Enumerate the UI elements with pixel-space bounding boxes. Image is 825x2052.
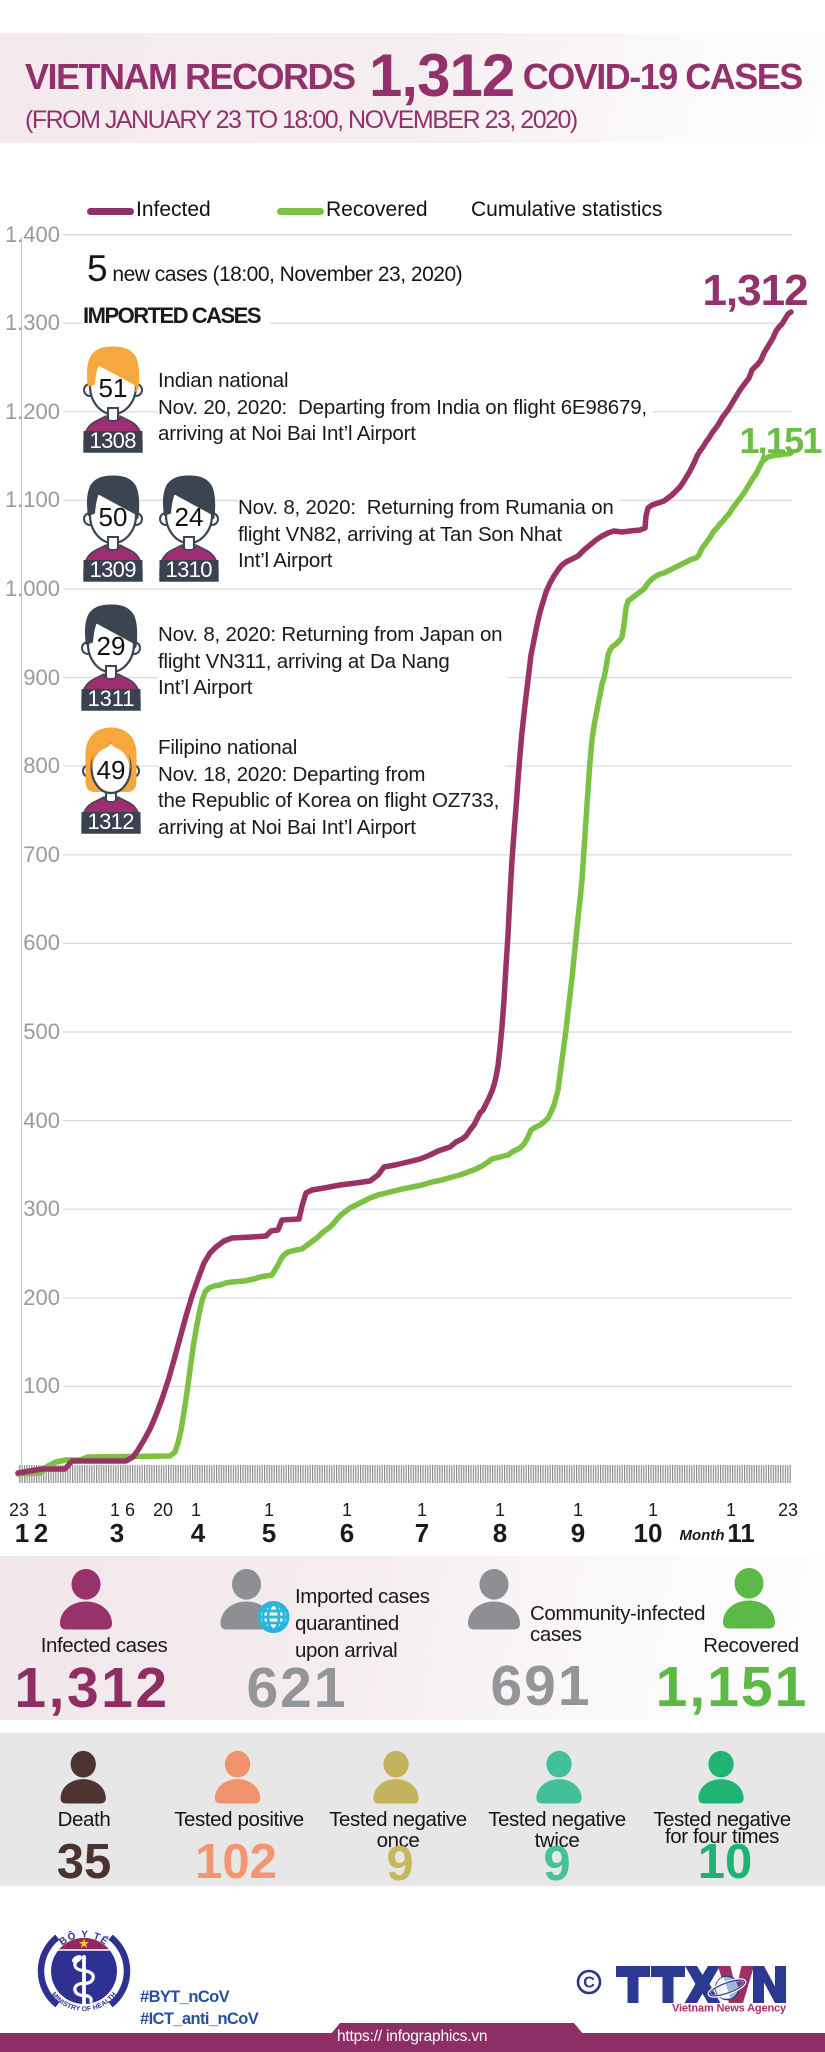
svg-text:49: 49 bbox=[97, 755, 126, 785]
svg-text:Vietnam News Agency: Vietnam News Agency bbox=[672, 2003, 787, 2015]
svg-text:800: 800 bbox=[23, 753, 60, 778]
svg-text:621: 621 bbox=[246, 1656, 347, 1720]
svg-text:1: 1 bbox=[648, 1500, 658, 1520]
svg-text:quarantined: quarantined bbox=[295, 1612, 399, 1635]
svg-text:once: once bbox=[377, 1829, 420, 1852]
svg-text:1,312: 1,312 bbox=[702, 266, 807, 315]
svg-text:1,312: 1,312 bbox=[14, 1656, 169, 1720]
svg-text:1: 1 bbox=[726, 1500, 736, 1520]
svg-text:23: 23 bbox=[9, 1500, 29, 1520]
svg-text:1309: 1309 bbox=[90, 557, 137, 582]
svg-text:Death: Death bbox=[58, 1808, 111, 1831]
svg-text:1.300: 1.300 bbox=[5, 310, 60, 335]
svg-text:1: 1 bbox=[37, 1500, 47, 1520]
svg-text:1310: 1310 bbox=[166, 557, 213, 582]
svg-text:1.400: 1.400 bbox=[5, 222, 60, 247]
svg-text:23: 23 bbox=[778, 1500, 798, 1520]
svg-text:20: 20 bbox=[153, 1500, 173, 1520]
svg-text:Community-infected: Community-infected bbox=[530, 1602, 705, 1625]
svg-text:8: 8 bbox=[493, 1518, 507, 1548]
svg-text:Tested negative: Tested negative bbox=[653, 1808, 791, 1831]
svg-text:1: 1 bbox=[110, 1500, 120, 1520]
svg-text:5: 5 bbox=[262, 1518, 276, 1548]
svg-text:1.200: 1.200 bbox=[5, 399, 60, 424]
svg-text:6: 6 bbox=[125, 1500, 135, 1520]
svg-text:1,151: 1,151 bbox=[656, 1655, 809, 1719]
svg-text:700: 700 bbox=[23, 842, 60, 867]
svg-text:900: 900 bbox=[23, 665, 60, 690]
svg-text:1: 1 bbox=[495, 1500, 505, 1520]
svg-text:9: 9 bbox=[543, 1837, 570, 1891]
svg-text:400: 400 bbox=[23, 1108, 60, 1133]
svg-text:cases: cases bbox=[530, 1623, 582, 1646]
svg-text:6: 6 bbox=[340, 1518, 354, 1548]
svg-text:C: C bbox=[583, 1975, 595, 1992]
svg-text:1311: 1311 bbox=[88, 686, 135, 711]
svg-text:4: 4 bbox=[191, 1518, 206, 1548]
svg-text:200: 200 bbox=[23, 1285, 60, 1310]
svg-text:35: 35 bbox=[57, 1835, 112, 1889]
svg-text:twice: twice bbox=[535, 1829, 580, 1852]
svg-text:9: 9 bbox=[571, 1518, 585, 1548]
svg-text:9: 9 bbox=[386, 1837, 413, 1891]
svg-text:Tested negative: Tested negative bbox=[488, 1808, 626, 1831]
svg-text:Tested positive: Tested positive bbox=[174, 1808, 304, 1831]
svg-text:1,151: 1,151 bbox=[739, 420, 822, 461]
svg-text:24: 24 bbox=[175, 502, 204, 532]
svg-text:7: 7 bbox=[415, 1518, 429, 1548]
svg-text:upon arrival: upon arrival bbox=[295, 1639, 397, 1662]
svg-text:1312: 1312 bbox=[88, 809, 135, 834]
svg-text:1.000: 1.000 bbox=[5, 576, 60, 601]
svg-text:300: 300 bbox=[23, 1196, 60, 1221]
svg-text:102: 102 bbox=[195, 1835, 277, 1889]
svg-text:10: 10 bbox=[698, 1835, 753, 1889]
svg-text:600: 600 bbox=[23, 930, 60, 955]
svg-text:1308: 1308 bbox=[90, 428, 137, 453]
svg-text:Imported cases: Imported cases bbox=[295, 1585, 430, 1608]
svg-text:for four times: for four times bbox=[665, 1825, 779, 1848]
svg-text:1: 1 bbox=[573, 1500, 583, 1520]
svg-text:Tested negative: Tested negative bbox=[329, 1808, 467, 1831]
svg-text:29: 29 bbox=[97, 631, 126, 661]
svg-text:10: 10 bbox=[634, 1518, 663, 1548]
svg-text:1: 1 bbox=[191, 1500, 201, 1520]
svg-text:51: 51 bbox=[99, 373, 128, 403]
svg-text:Month: Month bbox=[680, 1527, 725, 1544]
svg-text:1: 1 bbox=[264, 1500, 274, 1520]
svg-text:50: 50 bbox=[99, 502, 128, 532]
svg-text:3: 3 bbox=[110, 1518, 124, 1548]
svg-text:Recovered: Recovered bbox=[703, 1634, 799, 1657]
svg-text:1: 1 bbox=[15, 1518, 29, 1548]
svg-text:691: 691 bbox=[490, 1654, 591, 1718]
svg-text:1: 1 bbox=[417, 1500, 427, 1520]
svg-text:2: 2 bbox=[34, 1518, 48, 1548]
svg-text:11: 11 bbox=[727, 1518, 755, 1548]
svg-text:1: 1 bbox=[342, 1500, 352, 1520]
svg-text:100: 100 bbox=[23, 1373, 60, 1398]
svg-text:1.100: 1.100 bbox=[5, 487, 60, 512]
svg-text:Infected cases: Infected cases bbox=[41, 1634, 168, 1657]
svg-text:500: 500 bbox=[23, 1019, 60, 1044]
